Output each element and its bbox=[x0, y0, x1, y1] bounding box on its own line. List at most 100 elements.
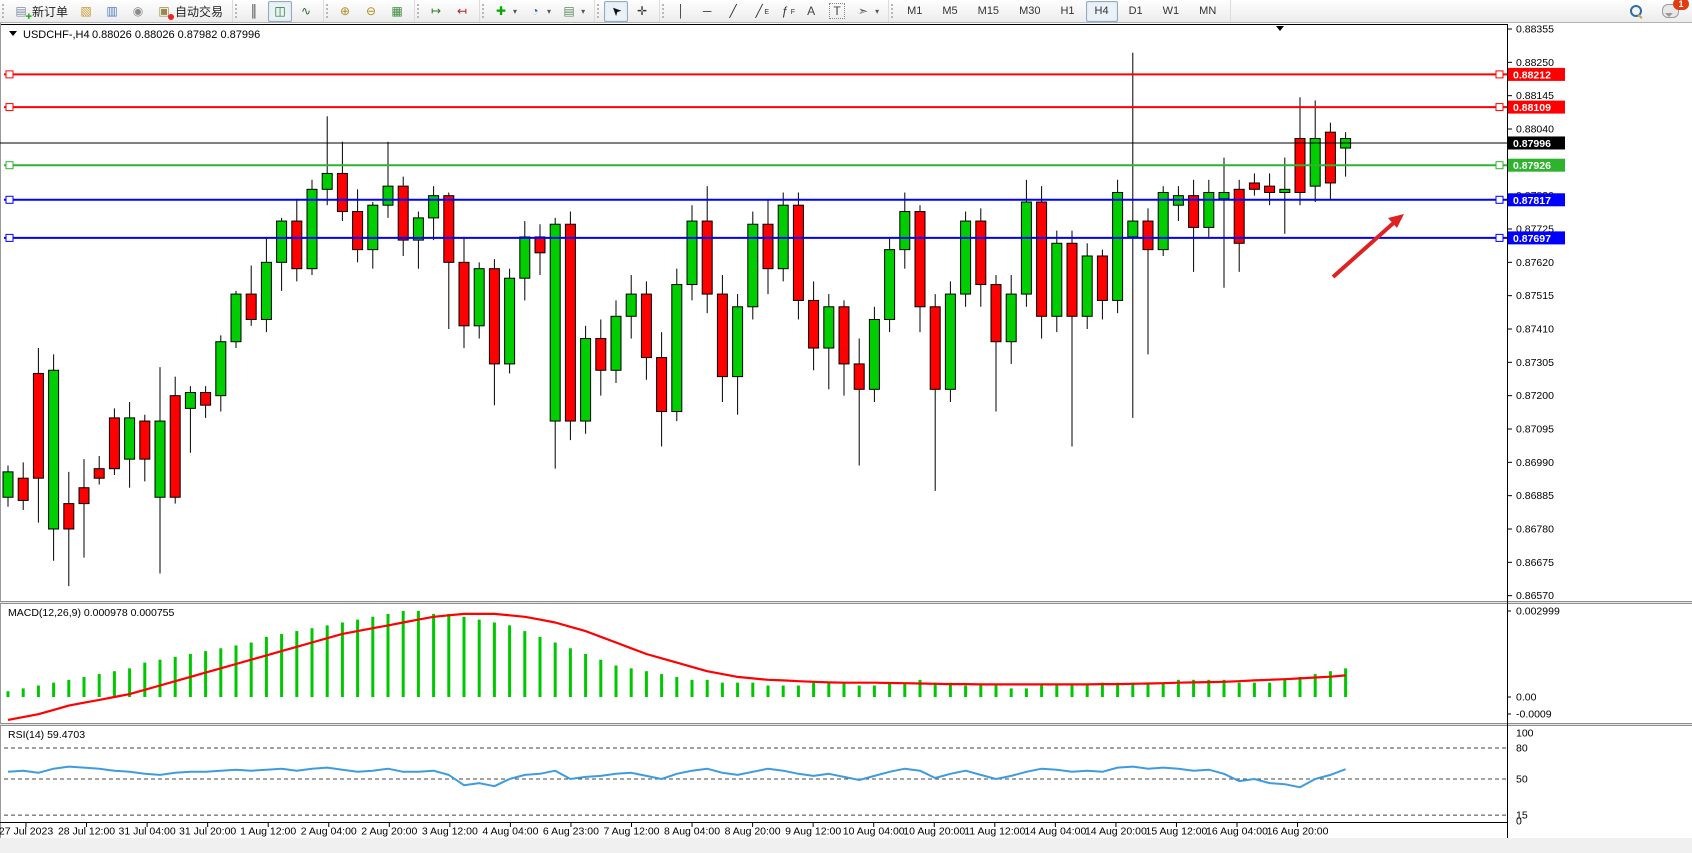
tf-d1-button-label: D1 bbox=[1128, 5, 1143, 17]
macd-bar bbox=[492, 622, 496, 697]
rsi-title: RSI(14) 59.4703 bbox=[8, 729, 85, 741]
support-line-2-handle[interactable] bbox=[1495, 233, 1504, 242]
signals-icon: ◉ bbox=[132, 4, 144, 18]
macd-bar bbox=[918, 679, 922, 697]
macd-pane: MACD(12,26,9) 0.000978 0.000755 0.002999 0… bbox=[6, 606, 1560, 721]
chart-shift-button[interactable]: ↤ bbox=[450, 1, 474, 22]
candle-up bbox=[1081, 255, 1093, 317]
notifications-button[interactable]: 1 bbox=[1658, 0, 1689, 22]
price-tick-label: 0.86780 bbox=[1516, 524, 1554, 536]
cursor-button[interactable]: ➤ bbox=[604, 0, 629, 22]
support-line-2-badge bbox=[1508, 231, 1565, 245]
resistance-line-2-handle[interactable] bbox=[1495, 103, 1504, 112]
macd-axis-label: 0.00 bbox=[1516, 692, 1537, 704]
candle-up bbox=[276, 220, 288, 263]
crosshair-button[interactable]: ✛ bbox=[630, 1, 654, 22]
pane-splitter[interactable] bbox=[0, 723, 1692, 726]
zoom-in-button[interactable]: ⊕ bbox=[333, 1, 357, 22]
channel-icon: ╱ E bbox=[755, 4, 770, 18]
macd-bar bbox=[325, 625, 329, 697]
macd-bar bbox=[128, 668, 132, 697]
tile-windows-button[interactable]: ▦ bbox=[385, 1, 409, 22]
label-button[interactable]: T bbox=[825, 1, 849, 22]
resistance-line-2-handle[interactable] bbox=[5, 103, 14, 112]
tf-mn-button-label: MN bbox=[1199, 5, 1217, 17]
resistance-line-1-badge bbox=[1508, 67, 1565, 81]
time-label: 27 Jul 2023 bbox=[0, 826, 53, 838]
tf-m5-button[interactable]: M5 bbox=[933, 1, 966, 22]
time-label: 9 Aug 12:00 bbox=[785, 826, 841, 838]
macd-bar bbox=[234, 645, 238, 697]
candle-up bbox=[2, 471, 14, 498]
pivot-line-handle[interactable] bbox=[5, 161, 14, 170]
shapes-button[interactable]: ➣ ▾ bbox=[851, 1, 883, 22]
candle-down bbox=[488, 268, 500, 365]
macd-bar bbox=[97, 674, 101, 697]
toolbox-button[interactable]: ▧ bbox=[74, 1, 98, 22]
resistance-line-1-handle[interactable] bbox=[1495, 70, 1504, 79]
templates-button[interactable]: ▤ ▾ bbox=[557, 1, 589, 22]
pane-splitter[interactable] bbox=[0, 601, 1692, 604]
auto-scroll-button[interactable]: ↦ bbox=[424, 1, 448, 22]
autotrading-button[interactable]: ▣ 自动交易 bbox=[152, 1, 227, 22]
price-tick-label: 0.86990 bbox=[1516, 457, 1554, 469]
channel-button[interactable]: ╱ E bbox=[747, 1, 771, 22]
candle-down bbox=[93, 468, 105, 479]
time-label: 10 Aug 20:00 bbox=[903, 826, 965, 838]
candle-up bbox=[367, 204, 379, 251]
candle-up bbox=[412, 217, 424, 241]
candle-up bbox=[732, 306, 744, 378]
price-tick-label: 0.88355 bbox=[1516, 24, 1554, 36]
tf-mn-button[interactable]: MN bbox=[1190, 1, 1225, 22]
resistance-line-1-handle[interactable] bbox=[5, 70, 14, 79]
chevron-down-icon: ▾ bbox=[513, 6, 518, 16]
support-line-1-handle[interactable] bbox=[5, 195, 14, 204]
support-line-2-handle[interactable] bbox=[5, 233, 14, 242]
candle-down bbox=[397, 185, 409, 241]
tf-m1-button[interactable]: M1 bbox=[898, 1, 931, 22]
signals-button[interactable]: ◉ bbox=[126, 1, 150, 22]
new-order-button[interactable]: ▤ + 新订单 bbox=[9, 1, 72, 23]
tf-w1-button[interactable]: W1 bbox=[1154, 1, 1189, 22]
bar-chart-button[interactable]: ║ bbox=[242, 1, 266, 22]
macd-bar bbox=[675, 676, 679, 697]
macd-bar bbox=[462, 616, 466, 697]
windows-button[interactable]: ▥ bbox=[100, 1, 124, 22]
candle-down bbox=[169, 395, 181, 498]
indicators-button[interactable]: ✚ ▾ bbox=[489, 1, 521, 22]
chart-shift-marker[interactable] bbox=[1276, 26, 1284, 31]
candle-down bbox=[1096, 255, 1108, 301]
candle-up bbox=[473, 268, 485, 327]
candlestick-button[interactable]: ◫ bbox=[268, 0, 293, 22]
bottom-strip bbox=[0, 838, 1692, 853]
tf-h1-button[interactable]: H1 bbox=[1051, 1, 1083, 22]
trendline-button[interactable]: ╱ bbox=[721, 1, 745, 22]
zoom-out-button[interactable]: ⊖ bbox=[359, 1, 383, 22]
candle-up bbox=[625, 293, 637, 317]
macd-bar bbox=[705, 679, 709, 697]
tf-m30-button[interactable]: M30 bbox=[1010, 1, 1049, 22]
candle-up bbox=[321, 172, 333, 190]
candle-up bbox=[1005, 293, 1017, 343]
symbol-collapse-icon[interactable] bbox=[9, 31, 17, 36]
candle-up bbox=[549, 223, 561, 422]
tf-m15-button[interactable]: M15 bbox=[969, 1, 1008, 22]
vline-button[interactable]: │ bbox=[669, 1, 693, 22]
macd-bar bbox=[553, 642, 557, 697]
tf-d1-button[interactable]: D1 bbox=[1120, 1, 1152, 22]
hline-button[interactable]: ─ bbox=[695, 1, 719, 22]
candle-up bbox=[1279, 188, 1291, 193]
periods-button[interactable]: ◔ ▾ bbox=[523, 1, 555, 22]
support-line-1-handle[interactable] bbox=[1495, 195, 1504, 204]
text-button[interactable]: A bbox=[799, 1, 823, 22]
pivot-line-handle[interactable] bbox=[1495, 161, 1504, 170]
macd-bar bbox=[842, 682, 846, 697]
candle-down bbox=[1248, 182, 1260, 190]
trend-arrow[interactable] bbox=[1331, 214, 1404, 279]
candle-up bbox=[899, 211, 911, 251]
line-chart-button[interactable]: ∿ bbox=[294, 1, 318, 22]
tf-h4-button[interactable]: H4 bbox=[1085, 0, 1118, 22]
search-button[interactable] bbox=[1626, 1, 1646, 22]
windows-icon: ▥ bbox=[106, 4, 118, 18]
